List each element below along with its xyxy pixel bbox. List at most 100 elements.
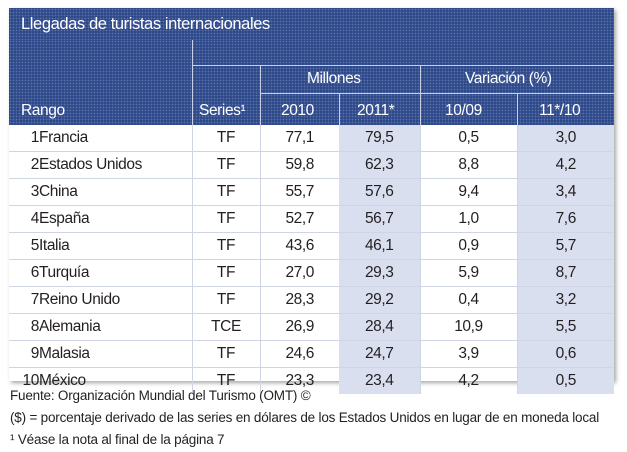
value-2010-cell: 27,0 [259, 259, 339, 287]
value-2010-cell: 77,1 [259, 125, 339, 152]
value-2010-cell: 24,6 [259, 340, 339, 368]
table-row: 7 Reino Unido TF 28,3 29,2 0,4 3,2 [9, 286, 614, 314]
value-2011-cell: 46,1 [339, 232, 420, 260]
value-2010-cell: 52,7 [259, 205, 339, 233]
value-2011-cell: 23,4 [339, 367, 420, 394]
value-2011-cell: 79,5 [339, 125, 420, 152]
value-2011-cell: 56,7 [339, 205, 420, 233]
value-2010-cell: 23,3 [259, 367, 339, 394]
variation-10-09-cell: 1,0 [419, 205, 517, 233]
rank-number: 5 [30, 237, 40, 254]
variation-10-09-cell: 5,9 [419, 259, 517, 287]
header-2011: 2011* [357, 102, 395, 119]
variation-11-10-cell: 0,6 [516, 340, 614, 368]
variation-11-10-cell: 8,7 [516, 259, 614, 287]
value-2010-cell: 59,8 [259, 151, 339, 179]
value-2010-cell: 28,3 [259, 286, 339, 314]
rank-number: 8 [30, 318, 40, 335]
variation-11-10-cell: 5,5 [516, 313, 614, 341]
rank-number: 2 [30, 156, 40, 173]
value-2011-cell: 29,3 [339, 259, 420, 287]
header-divider-mid [260, 93, 614, 94]
series-cell: TF [191, 151, 260, 179]
rank-number: 9 [30, 345, 40, 362]
series-cell: TF [191, 232, 260, 260]
rank-cell: 7 [9, 286, 40, 314]
header-divider-years [339, 93, 340, 125]
rank-number: 6 [30, 264, 40, 281]
rank-cell: 6 [9, 259, 40, 287]
value-2011-cell: 28,4 [339, 313, 420, 341]
header-millones: Millones [307, 70, 361, 87]
variation-11-10-cell: 3,0 [516, 125, 614, 152]
variation-11-10-cell: 0,5 [516, 367, 614, 394]
value-2010-cell: 43,6 [259, 232, 339, 260]
value-2011-cell: 57,6 [339, 178, 420, 206]
series-cell: TCE [191, 313, 260, 341]
rank-number: 3 [30, 183, 40, 200]
country-cell: Turquía [39, 259, 192, 287]
rank-number: 10 [22, 372, 40, 389]
header-divider-variation [517, 93, 518, 125]
value-2011-cell: 24,7 [339, 340, 420, 368]
variation-10-09-cell: 10,9 [419, 313, 517, 341]
country-cell: México [39, 372, 86, 389]
series-cell: TF [191, 178, 260, 206]
rank-cell: 5 [9, 232, 40, 260]
variation-11-10-cell: 4,2 [516, 151, 614, 179]
country-cell: Estados Unidos [39, 151, 192, 179]
country-cell: Francia [39, 125, 192, 152]
value-2010-cell: 55,7 [259, 178, 339, 206]
variation-11-10-cell: 7,6 [516, 205, 614, 233]
table-header: Millones Variación (%) Rango Series¹ 201… [9, 40, 614, 125]
table-row: 3 China TF 55,7 57,6 9,4 3,4 [9, 178, 614, 206]
rank-number: 7 [30, 291, 40, 308]
header-variacion: Variación (%) [465, 70, 552, 87]
variation-10-09-cell: 4,2 [419, 367, 517, 394]
series-cell: TF [191, 286, 260, 314]
country-cell: China [39, 178, 192, 206]
table-row: 9 Malasia TF 24,6 24,7 3,9 0,6 [9, 340, 614, 368]
rank-cell: 10 [9, 368, 40, 395]
series-cell: TF [191, 205, 260, 233]
header-rango: Rango [21, 102, 65, 119]
rank-cell: 3 [9, 178, 40, 206]
footer-note-series: ¹ Véase la nota al final de la página 7 [10, 432, 225, 447]
ranking-table: 1 Francia TF 77,1 79,5 0,5 3,0 2 Estados Unidos T… [9, 125, 614, 394]
country-cell: Malasia [39, 340, 192, 368]
series-cell: TF [191, 259, 260, 287]
series-cell: TF [191, 125, 260, 152]
table-row: 2 Estados Unidos TF 59,8 62,3 8,8 4,2 [9, 151, 614, 179]
variation-10-09-cell: 9,4 [419, 178, 517, 206]
variation-10-09-cell: 0,5 [419, 125, 517, 152]
footer-source: Fuente: Organización Mundial del Turismo… [10, 388, 311, 403]
country-cell: Italia [39, 232, 192, 260]
header-11-10: 11*/10 [539, 102, 581, 119]
country-cell: España [39, 205, 192, 233]
value-2011-cell: 62,3 [339, 151, 420, 179]
header-series: Series¹ [199, 102, 246, 119]
variation-10-09-cell: 0,9 [419, 232, 517, 260]
rank-cell: 2 [9, 151, 40, 179]
title-bar: Llegadas de turistas internacionales [9, 8, 614, 40]
value-2011-cell: 29,2 [339, 286, 420, 314]
rank-cell: 4 [9, 205, 40, 233]
variation-11-10-cell: 3,4 [516, 178, 614, 206]
rank-number: 4 [30, 210, 40, 227]
series-cell: TF [191, 340, 260, 368]
footer-note-dollars: ($) = porcentaje derivado de las series … [10, 410, 599, 425]
variation-10-09-cell: 8,8 [419, 151, 517, 179]
table-row: 6 Turquía TF 27,0 29,3 5,9 8,7 [9, 259, 614, 287]
header-10-09: 10/09 [445, 102, 482, 119]
table-title: Llegadas de turistas internacionales [21, 15, 270, 33]
tourism-table-panel: Llegadas de turistas internacionales Mil… [9, 8, 614, 394]
table-row: 5 Italia TF 43,6 46,1 0,9 5,7 [9, 232, 614, 260]
rank-cell: 1 [9, 125, 39, 152]
rank-cell: 8 [9, 313, 40, 341]
variation-10-09-cell: 0,4 [419, 286, 517, 314]
header-divider-groups [420, 65, 421, 125]
table-row: 4 España TF 52,7 56,7 1,0 7,6 [9, 205, 614, 233]
country-cell: Alemania [39, 313, 192, 341]
table-row: 10 México TF 23,3 23,4 4,2 0,5 [9, 367, 614, 395]
header-divider-top [192, 65, 614, 66]
